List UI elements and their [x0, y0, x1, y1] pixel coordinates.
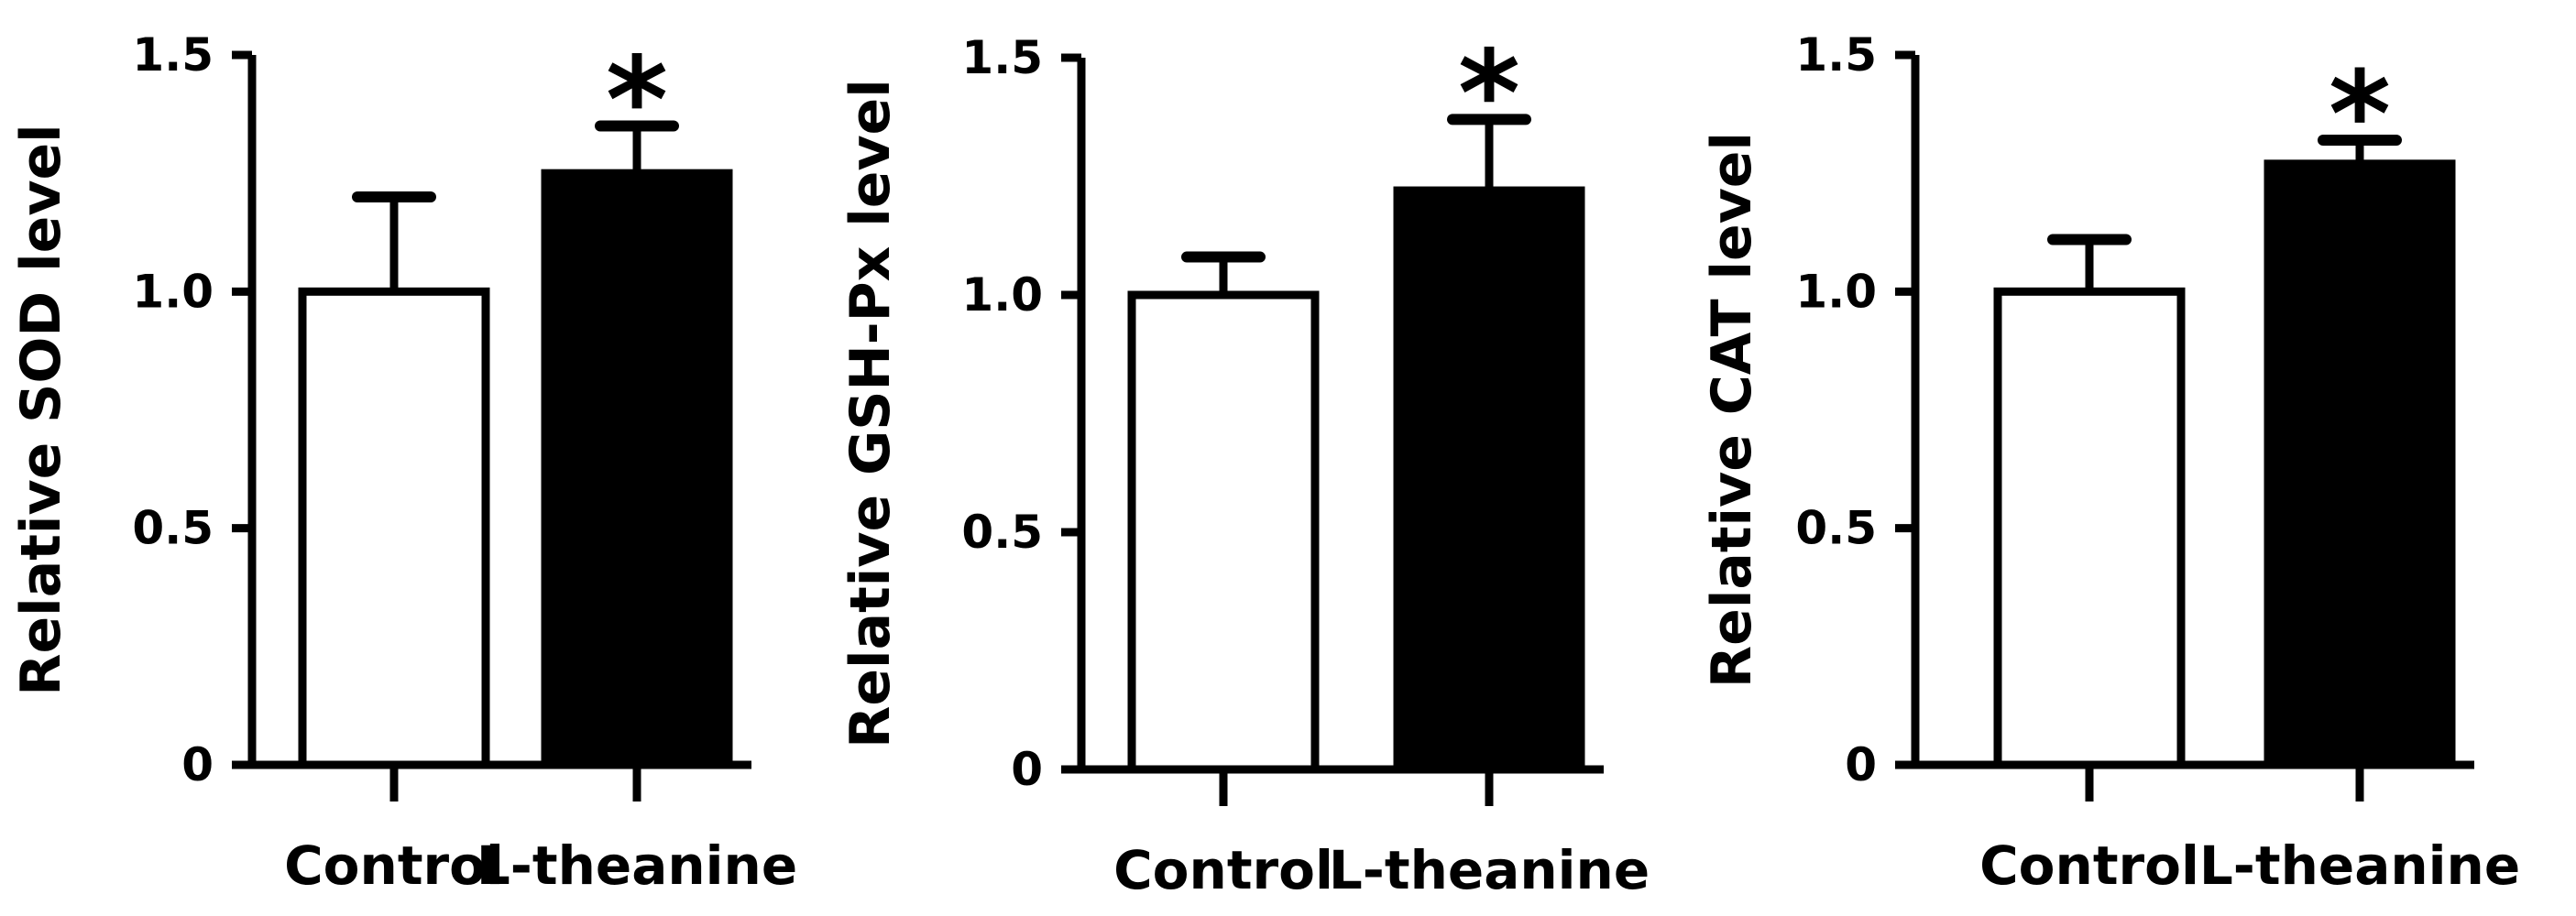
y-tick-label: 1.5 — [961, 31, 1043, 84]
category-label: Control — [1979, 834, 2199, 897]
y-axis-title: Relative GSH-Px level — [839, 79, 903, 748]
y-tick-label: 1.0 — [961, 268, 1043, 322]
y-tick-label: 1.5 — [1795, 28, 1877, 82]
bar-control — [1993, 287, 2186, 769]
significance-mark: * — [606, 31, 668, 170]
bar-control — [1127, 290, 1320, 774]
significance-mark: * — [2329, 45, 2391, 184]
y-tick-label: 0 — [1845, 738, 1877, 791]
bar-l-theanine — [1393, 186, 1585, 774]
category-label: Control — [284, 834, 504, 897]
y-axis-title: Relative CAT level — [1700, 132, 1764, 688]
significance-mark: * — [1458, 24, 1520, 163]
bar-l-theanine — [2264, 159, 2456, 769]
chart-panel-3: Control * L-theanine 0 0.5 1.0 1.5 Relative CAT… — [1700, 28, 2520, 897]
category-label: L-theanine — [1329, 839, 1650, 901]
y-tick-label: 1.0 — [1795, 265, 1877, 318]
y-tick-label: 1.5 — [132, 28, 214, 82]
category-label: L-theanine — [2199, 834, 2520, 897]
y-axis-title: Relative SOD level — [9, 124, 73, 695]
chart-panel-2: Control * L-theanine 0 0.5 1.0 1.5 Relative GSH… — [839, 24, 1650, 901]
category-label: Control — [1113, 839, 1333, 901]
bar-l-theanine — [541, 169, 733, 769]
y-tick-label: 0.5 — [1795, 502, 1877, 555]
y-tick-label: 0.5 — [132, 502, 214, 555]
y-tick-label: 0 — [1011, 743, 1043, 796]
y-tick-label: 1.0 — [132, 265, 214, 318]
chart-panel-1: Control * L-theanine 0 0.5 1.0 1.5 Relative SOD… — [9, 28, 797, 897]
bar-control — [298, 287, 490, 769]
y-tick-label: 0 — [181, 738, 214, 791]
y-tick-label: 0.5 — [961, 506, 1043, 559]
category-label: L-theanine — [477, 834, 797, 897]
